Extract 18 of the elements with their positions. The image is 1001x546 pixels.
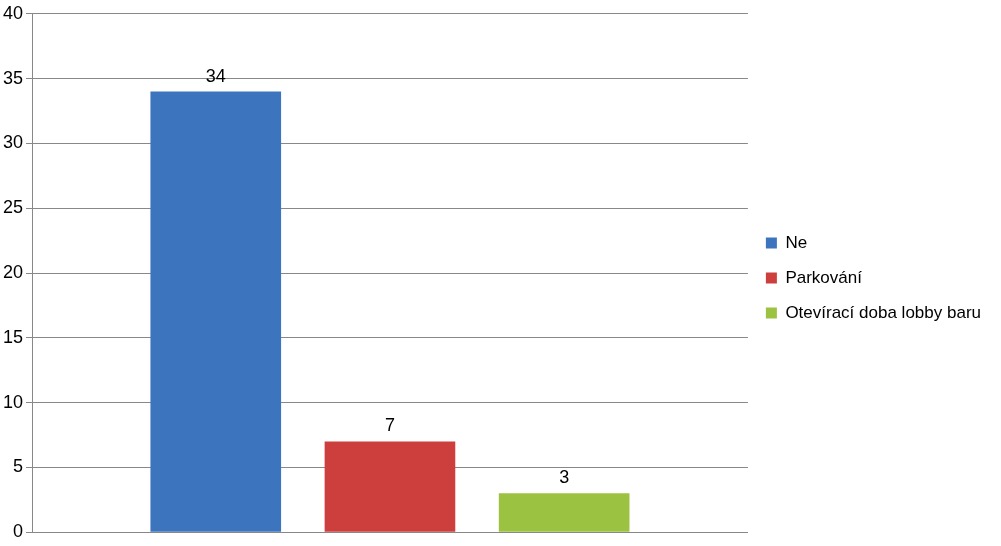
y-tick-label: 15 (2, 326, 24, 347)
data-label: 7 (384, 415, 395, 436)
legend-label: Otevírací doba lobby baru (785, 302, 982, 322)
y-tick-label: 5 (13, 456, 24, 477)
data-label: 3 (559, 467, 570, 488)
y-tick-label: 20 (2, 261, 24, 282)
y-tick-label: 25 (2, 197, 24, 218)
y-tick-label: 40 (2, 2, 24, 23)
bar (150, 91, 282, 532)
bar (324, 441, 456, 532)
y-tick-label: 0 (13, 521, 24, 542)
y-tick-label: 30 (2, 132, 24, 153)
y-tick-label: 35 (2, 67, 24, 88)
legend-label: Ne (785, 232, 808, 252)
data-label: 34 (205, 65, 226, 86)
y-tick-label: 10 (2, 391, 24, 412)
legend-label: Parkování (785, 267, 863, 287)
bar (498, 493, 630, 532)
